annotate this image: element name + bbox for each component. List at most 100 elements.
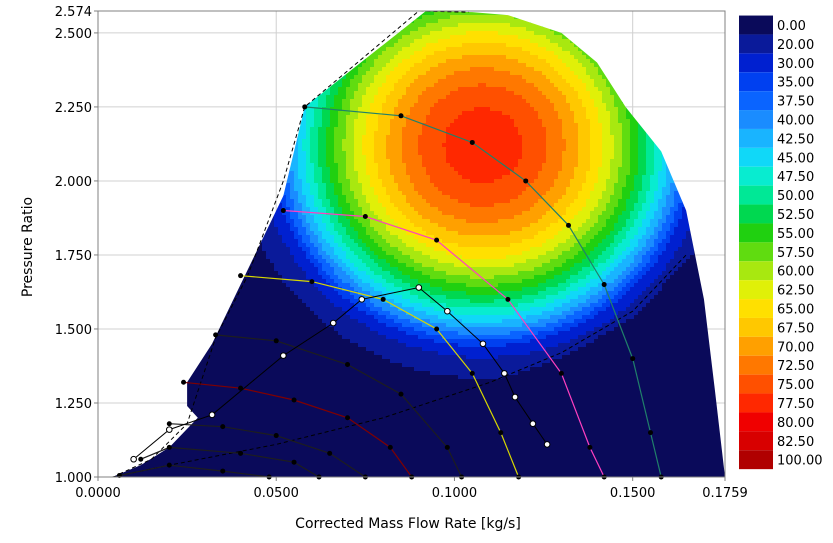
- efficiency-cell: [258, 299, 262, 303]
- efficiency-cell: [266, 243, 270, 247]
- efficiency-cell: [190, 439, 194, 443]
- efficiency-cell: [150, 459, 154, 463]
- efficiency-cell: [262, 407, 266, 411]
- efficiency-cell: [230, 471, 234, 475]
- efficiency-cell: [218, 415, 222, 419]
- efficiency-cell: [230, 435, 234, 439]
- efficiency-cell: [226, 355, 230, 359]
- efficiency-cell: [242, 327, 246, 331]
- efficiency-cell: [194, 447, 198, 451]
- efficiency-cell: [266, 239, 270, 243]
- efficiency-cell: [190, 435, 194, 439]
- efficiency-cell: [226, 427, 230, 431]
- efficiency-cell: [246, 387, 250, 391]
- efficiency-cell: [258, 363, 262, 367]
- efficiency-cell: [250, 263, 254, 267]
- efficiency-cell: [258, 347, 262, 351]
- efficiency-cell: [238, 311, 242, 315]
- efficiency-cell: [234, 467, 238, 471]
- efficiency-cell: [126, 475, 130, 477]
- efficiency-cell: [258, 467, 262, 471]
- efficiency-cell: [174, 447, 178, 451]
- efficiency-cell: [230, 311, 234, 315]
- efficiency-cell: [246, 395, 250, 399]
- efficiency-cell: [210, 443, 214, 447]
- efficiency-cell: [254, 411, 258, 415]
- efficiency-cell: [266, 247, 270, 251]
- efficiency-cell: [262, 311, 266, 315]
- efficiency-cell: [222, 363, 226, 367]
- efficiency-cell: [206, 427, 210, 431]
- efficiency-cell: [162, 471, 166, 475]
- efficiency-cell: [230, 447, 234, 451]
- efficiency-cell: [254, 251, 258, 255]
- efficiency-cell: [218, 447, 222, 451]
- efficiency-cell: [190, 379, 194, 383]
- efficiency-cell: [258, 339, 262, 343]
- efficiency-cell: [234, 431, 238, 435]
- efficiency-cell: [122, 475, 126, 477]
- efficiency-cell: [266, 279, 270, 283]
- efficiency-cell: [258, 355, 262, 359]
- efficiency-cell: [218, 399, 222, 403]
- efficiency-cell: [254, 451, 258, 455]
- efficiency-cell: [250, 431, 254, 435]
- efficiency-cell: [138, 471, 142, 475]
- efficiency-cell: [246, 327, 250, 331]
- efficiency-cell: [218, 355, 222, 359]
- efficiency-cell: [210, 363, 214, 367]
- efficiency-cell: [242, 403, 246, 407]
- efficiency-cell: [262, 395, 266, 399]
- efficiency-cell: [142, 475, 146, 477]
- efficiency-cell: [222, 355, 226, 359]
- efficiency-cell: [206, 411, 210, 415]
- efficiency-cell: [254, 443, 258, 447]
- efficiency-cell: [190, 471, 194, 475]
- efficiency-cell: [206, 371, 210, 375]
- efficiency-cell: [186, 439, 190, 443]
- efficiency-cell: [222, 443, 226, 447]
- efficiency-cell: [262, 363, 266, 367]
- efficiency-cell: [254, 391, 258, 395]
- efficiency-cell: [262, 343, 266, 347]
- efficiency-cell: [194, 471, 198, 475]
- efficiency-cell: [250, 455, 254, 459]
- efficiency-cell: [218, 347, 222, 351]
- efficiency-cell: [190, 451, 194, 455]
- efficiency-cell: [242, 279, 246, 283]
- efficiency-cell: [162, 455, 166, 459]
- efficiency-cell: [258, 427, 262, 431]
- efficiency-cell: [254, 291, 258, 295]
- efficiency-cell: [186, 467, 190, 471]
- efficiency-cell: [218, 407, 222, 411]
- efficiency-cell: [218, 367, 222, 371]
- efficiency-cell: [230, 347, 234, 351]
- efficiency-cell: [214, 371, 218, 375]
- efficiency-cell: [254, 407, 258, 411]
- efficiency-cell: [210, 419, 214, 423]
- efficiency-cell: [262, 287, 266, 291]
- efficiency-cell: [262, 367, 266, 371]
- efficiency-cell: [174, 455, 178, 459]
- efficiency-cell: [238, 463, 242, 467]
- efficiency-cell: [250, 351, 254, 355]
- efficiency-cell: [246, 295, 250, 299]
- efficiency-cell: [262, 303, 266, 307]
- efficiency-cell: [242, 367, 246, 371]
- efficiency-cell: [254, 399, 258, 403]
- efficiency-cell: [226, 351, 230, 355]
- efficiency-cell: [234, 459, 238, 463]
- efficiency-cell: [186, 455, 190, 459]
- efficiency-cell: [210, 403, 214, 407]
- efficiency-cell: [250, 391, 254, 395]
- efficiency-cell: [234, 411, 238, 415]
- efficiency-cell: [254, 351, 258, 355]
- efficiency-cell: [234, 475, 238, 477]
- efficiency-cell: [206, 359, 210, 363]
- efficiency-cell: [154, 463, 158, 467]
- efficiency-cell: [250, 355, 254, 359]
- efficiency-cell: [210, 427, 214, 431]
- efficiency-cell: [258, 399, 262, 403]
- efficiency-cell: [254, 287, 258, 291]
- efficiency-cell: [250, 343, 254, 347]
